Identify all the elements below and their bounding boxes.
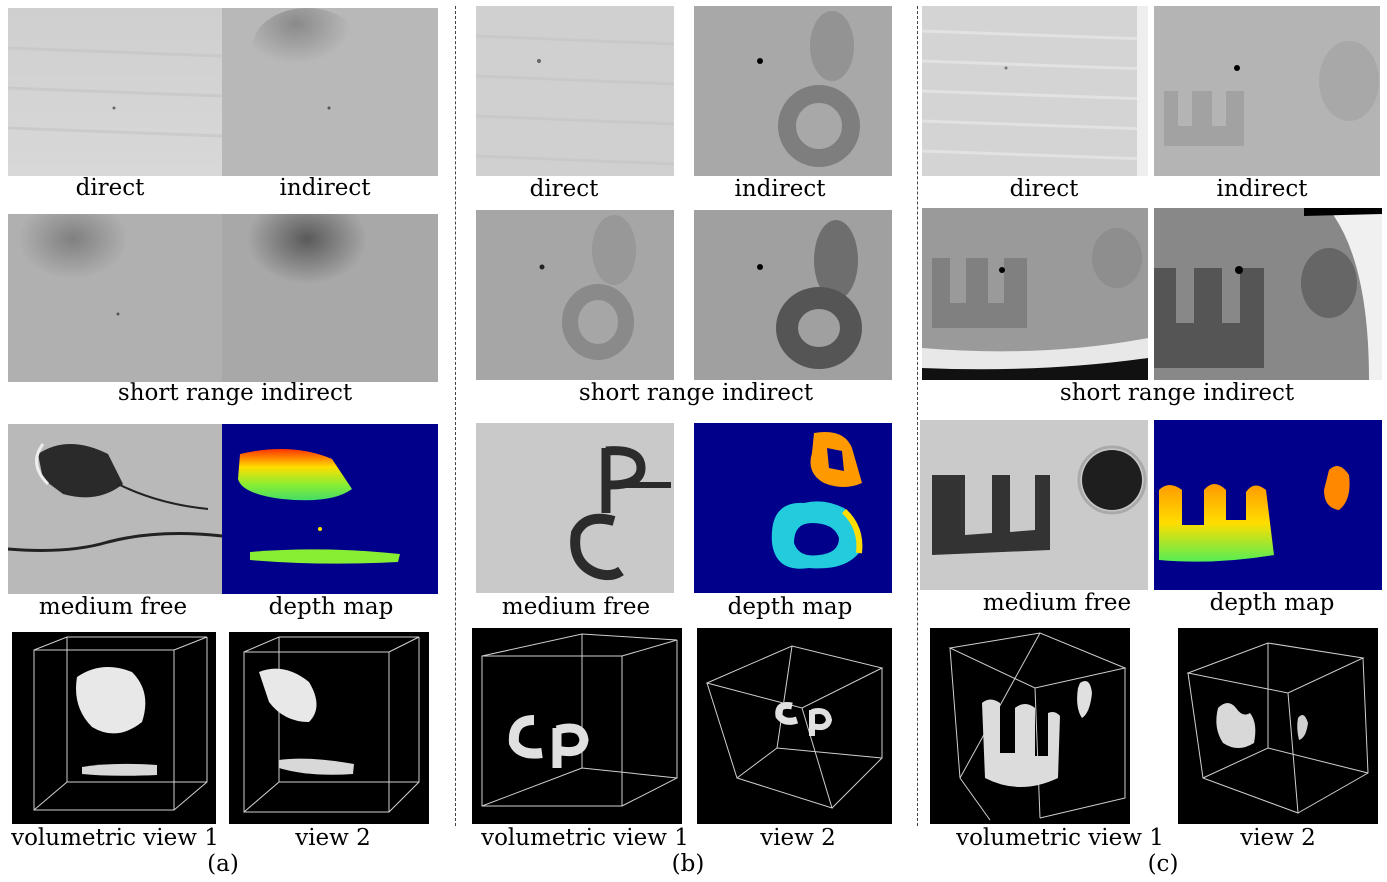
image-c-indirect [1154,6,1380,176]
image-b-indirect [694,6,892,176]
image-a-short-range-2 [222,214,438,382]
label-c-volumetric-view-1: volumetric view 1 [956,825,1164,851]
image-c-short-range-1 [922,208,1148,380]
image-a-medium-free [8,424,222,594]
label-a-view-2: view 2 [295,825,371,851]
image-c-volumetric-view-2 [1178,628,1378,824]
label-b-volumetric-view-1: volumetric view 1 [481,825,689,851]
label-c-medium-free: medium free [982,590,1132,616]
image-a-volumetric-view-1 [12,632,216,824]
image-a-direct [8,8,222,176]
column-separator-2 [917,6,918,826]
image-b-short-range-2 [694,210,892,380]
image-b-volumetric-view-1 [472,628,682,824]
image-a-depth-map [222,424,438,594]
image-b-direct [476,6,674,176]
panel-label-c: (c) [1147,851,1179,877]
label-a-indirect: indirect [279,175,371,201]
label-b-depth-map: depth map [727,594,853,620]
image-b-medium-free [476,423,674,593]
label-b-indirect: indirect [734,176,826,202]
image-c-medium-free [920,420,1148,590]
label-a-depth-map: depth map [268,594,394,620]
image-c-short-range-2 [1154,208,1382,380]
image-b-depth-map [694,423,892,593]
label-c-short-range: short range indirect [1059,380,1295,406]
label-c-direct: direct [1009,176,1079,202]
label-c-view-2: view 2 [1240,825,1316,851]
label-b-short-range: short range indirect [578,380,814,406]
image-c-direct [922,6,1148,176]
column-separator-1 [455,6,456,826]
image-b-short-range-1 [476,210,674,380]
image-c-volumetric-view-1 [930,628,1130,824]
panel-label-b: (b) [671,851,705,877]
label-a-direct: direct [75,175,145,201]
image-a-volumetric-view-2 [229,632,429,824]
image-b-volumetric-view-2 [697,628,892,824]
label-b-view-2: view 2 [760,825,836,851]
label-c-indirect: indirect [1216,176,1308,202]
label-a-short-range: short range indirect [117,380,353,406]
label-c-depth-map: depth map [1209,590,1335,616]
panel-label-a: (a) [207,851,239,877]
label-b-direct: direct [529,176,599,202]
image-c-depth-map [1154,420,1382,590]
label-a-volumetric-view-1: volumetric view 1 [11,825,219,851]
image-a-indirect [222,8,438,176]
label-a-medium-free: medium free [38,594,188,620]
label-b-medium-free: medium free [501,594,651,620]
image-a-short-range-1 [8,214,222,382]
